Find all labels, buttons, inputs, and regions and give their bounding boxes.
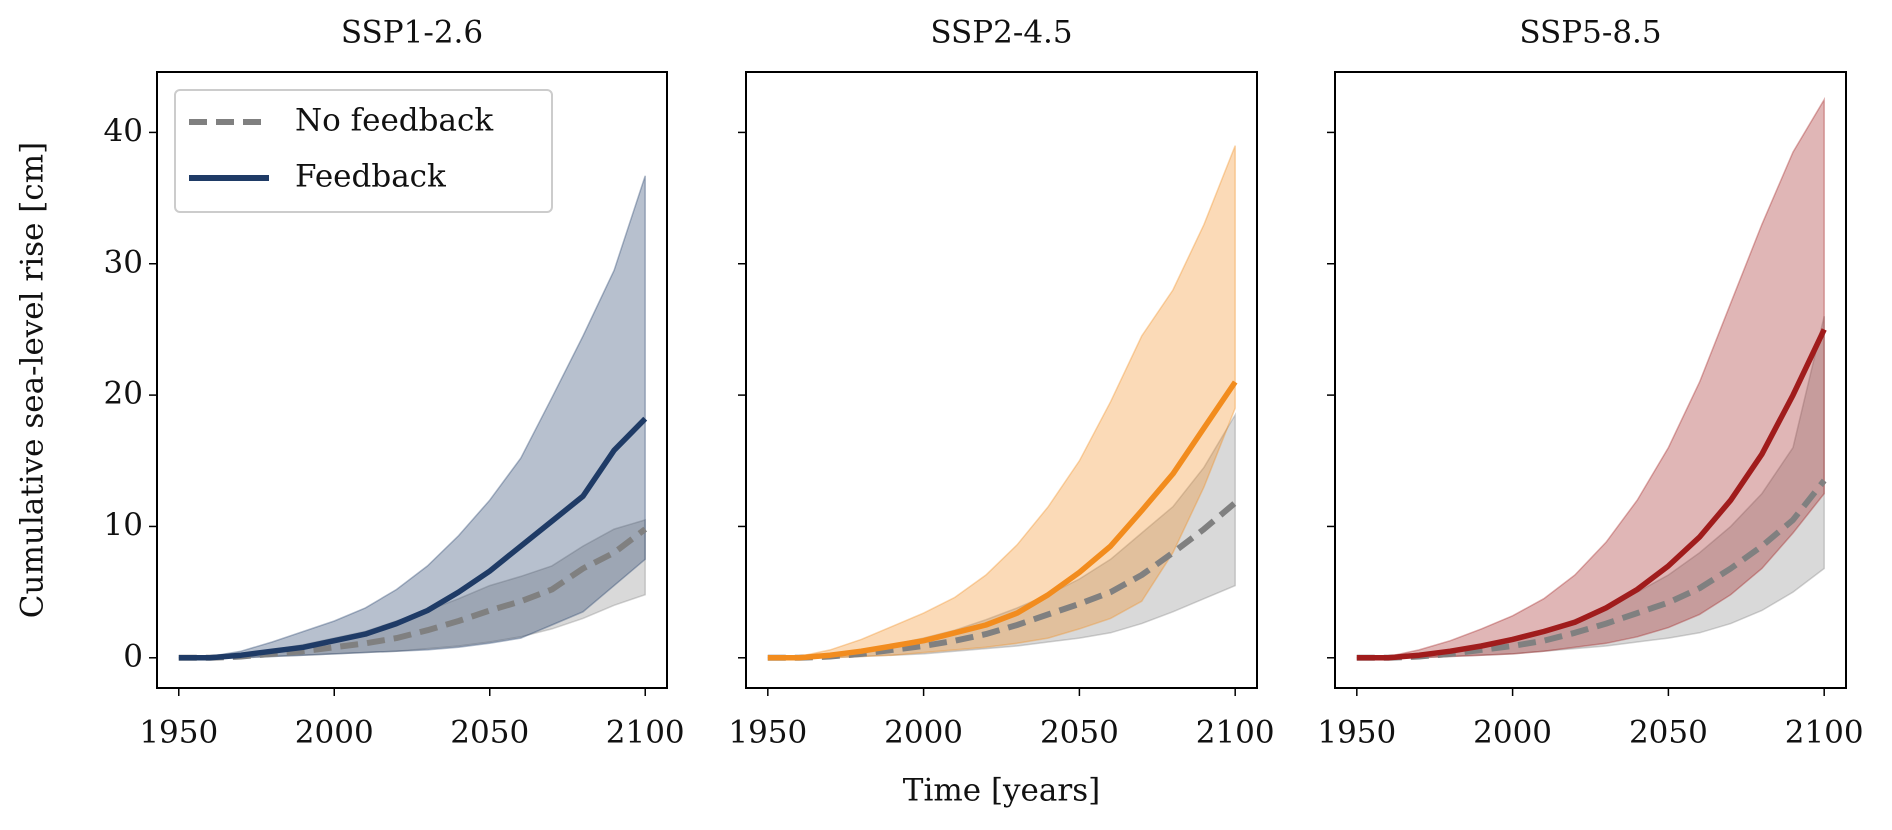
panel: SSP1-2.6 Cumulative sea-level rise [cm] 0 1…: [15, 15, 685, 751]
panel-title: SSP1-2.6: [341, 15, 483, 51]
uncertainty-band: [767, 145, 1236, 659]
plot-frame: [1334, 71, 1847, 689]
x-tick-label: 2000: [1473, 715, 1552, 751]
x-tick-label: 2050: [1629, 715, 1708, 751]
x-tick-label: 1950: [139, 715, 218, 751]
median-line-dashed: [767, 500, 1238, 661]
x-tick-label: 1950: [728, 715, 807, 751]
x-tick-label: 2000: [884, 715, 963, 751]
x-tick-label: 2100: [1785, 715, 1864, 751]
panel: SSP5-8.5 1950 2000 2050 2100: [1317, 15, 1863, 751]
uncertainty-band: [178, 175, 646, 659]
uncertainty-band: [1356, 96, 1825, 659]
x-tick-label: 2100: [1196, 715, 1275, 751]
x-axis-label: Time [years]: [903, 773, 1100, 809]
x-tick-label: 1950: [1317, 715, 1396, 751]
legend-label: Feedback: [295, 159, 446, 195]
y-tick-label: 20: [104, 376, 143, 412]
x-tick-label: 2100: [606, 715, 685, 751]
median-line: [1356, 328, 1827, 661]
median-line: [178, 416, 648, 661]
y-axis-label: Cumulative sea-level rise [cm]: [15, 142, 51, 618]
x-tick-label: 2000: [295, 715, 374, 751]
median-line-dashed: [1356, 478, 1827, 661]
panel-title: SSP5-8.5: [1519, 15, 1661, 51]
legend-label: No feedback: [295, 103, 493, 139]
x-tick-label: 2050: [1040, 715, 1119, 751]
median-line: [767, 380, 1238, 661]
plot-frame: [745, 71, 1258, 689]
y-tick-label: 0: [123, 638, 143, 674]
panel-title: SSP2-4.5: [930, 15, 1072, 51]
x-tick-label: 2050: [450, 715, 529, 751]
legend-box: [174, 89, 553, 213]
plot-frame: [156, 71, 668, 689]
panel: SSP2-4.5 Time [years] 1950 2000 2050 2100: [728, 15, 1274, 809]
y-tick-label: 40: [104, 113, 143, 149]
y-tick-label: 30: [104, 244, 143, 280]
y-tick-label: 10: [104, 507, 143, 543]
